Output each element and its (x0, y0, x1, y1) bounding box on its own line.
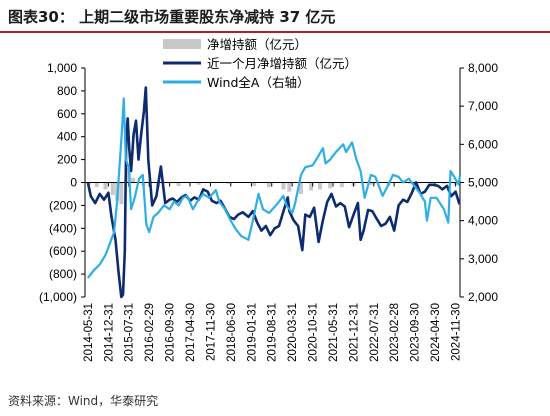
bar (287, 182, 292, 192)
bar (226, 182, 231, 184)
left-tick-label: (600) (49, 244, 77, 258)
right-tick-label: 4,000 (468, 214, 498, 228)
source-note: 资料来源：Wind，华泰研究 (8, 394, 159, 408)
legend: 净增持额（亿元） 近一个月净增持额（亿元） Wind全A（右轴） (163, 37, 357, 90)
bar (298, 182, 303, 194)
bar (339, 182, 344, 188)
bar (119, 182, 124, 205)
monthly-net-line (86, 86, 461, 299)
x-tick-label: 2018-06-30 (226, 303, 238, 362)
legend-item-monthly-label: 近一个月净增持额（亿元） (207, 56, 357, 71)
x-tick-label: 2022-07-31 (369, 303, 381, 362)
x-tick-label: 2019-01-31 (246, 303, 258, 362)
bar (317, 182, 322, 190)
left-tick-label: 1,000 (47, 61, 77, 75)
x-tick-label: 2014-12-31 (103, 303, 115, 362)
chart-title: 图表30： 上期二级市场重要股东净减持 37 亿元 (8, 8, 336, 26)
title-divider (0, 31, 550, 33)
legend-item-net-label: 净增持额（亿元） (207, 37, 307, 52)
left-tick-label: (400) (49, 221, 77, 235)
right-tick-label: 3,000 (468, 252, 498, 266)
legend-item-wind-a-label: Wind全A（右轴） (207, 75, 309, 90)
left-tick-label: 800 (57, 84, 77, 98)
bar (441, 182, 446, 184)
bar (252, 182, 257, 186)
bar (176, 182, 181, 186)
x-tick-label: 2023-09-30 (410, 303, 422, 362)
bar (196, 182, 201, 185)
left-tick-label: (200) (49, 198, 77, 212)
x-tick-label: 2024-04-30 (430, 303, 442, 362)
left-tick-label: 0 (70, 176, 77, 190)
x-tick-label: 2020-10-31 (308, 303, 320, 362)
x-tick-label: 2021-12-31 (349, 303, 361, 362)
bar (266, 182, 271, 188)
x-tick-label: 2017-11-30 (205, 303, 217, 361)
bar (408, 182, 413, 184)
x-tick-label: 2016-02-29 (144, 303, 156, 362)
right-tick-label: 8,000 (468, 61, 498, 75)
bar (281, 182, 286, 190)
x-tick-label: 2020-03-31 (287, 303, 299, 362)
left-tick-label: 200 (57, 153, 77, 167)
bar (103, 182, 108, 190)
x-tick-label: 2024-11-30 (451, 303, 463, 361)
bar (328, 182, 333, 189)
bar (94, 182, 99, 188)
x-tick-label: 2017-04-30 (185, 303, 197, 362)
figure-header: 图表30： 上期二级市场重要股东净减持 37 亿元 (0, 0, 550, 30)
right-tick-label: 6,000 (468, 137, 498, 151)
left-tick-label: 600 (57, 107, 77, 121)
left-tick-label: 400 (57, 130, 77, 144)
axes-layer: 1,000 800 600 400 200 0 (200) (400) (600) (800) (1… (39, 61, 498, 362)
x-tick-label: 2014-05-31 (83, 303, 95, 362)
right-tick-label: 2,000 (468, 290, 498, 304)
x-tick-label: 2015-07-31 (124, 303, 136, 362)
bar (110, 182, 115, 196)
x-tick-label: 2021-05-31 (328, 303, 340, 362)
x-tick-label: 2016-09-30 (165, 303, 177, 362)
left-tick-label: (1,000) (39, 290, 77, 304)
x-tick-label: 2023-02-28 (389, 303, 401, 362)
legend-item-net-swatch (163, 39, 201, 49)
bar (309, 182, 314, 191)
wind-a-line (87, 97, 462, 279)
bar (368, 182, 373, 185)
right-tick-label: 7,000 (468, 99, 498, 113)
chart-canvas: 1,000 800 600 400 200 0 (200) (400) (600) (800) (1… (39, 37, 498, 362)
right-tick-label: 5,000 (468, 176, 498, 190)
bar (131, 177, 136, 183)
x-tick-label: 2019-08-31 (267, 303, 279, 362)
lines-layer (86, 86, 462, 299)
left-tick-label: (800) (49, 267, 77, 281)
